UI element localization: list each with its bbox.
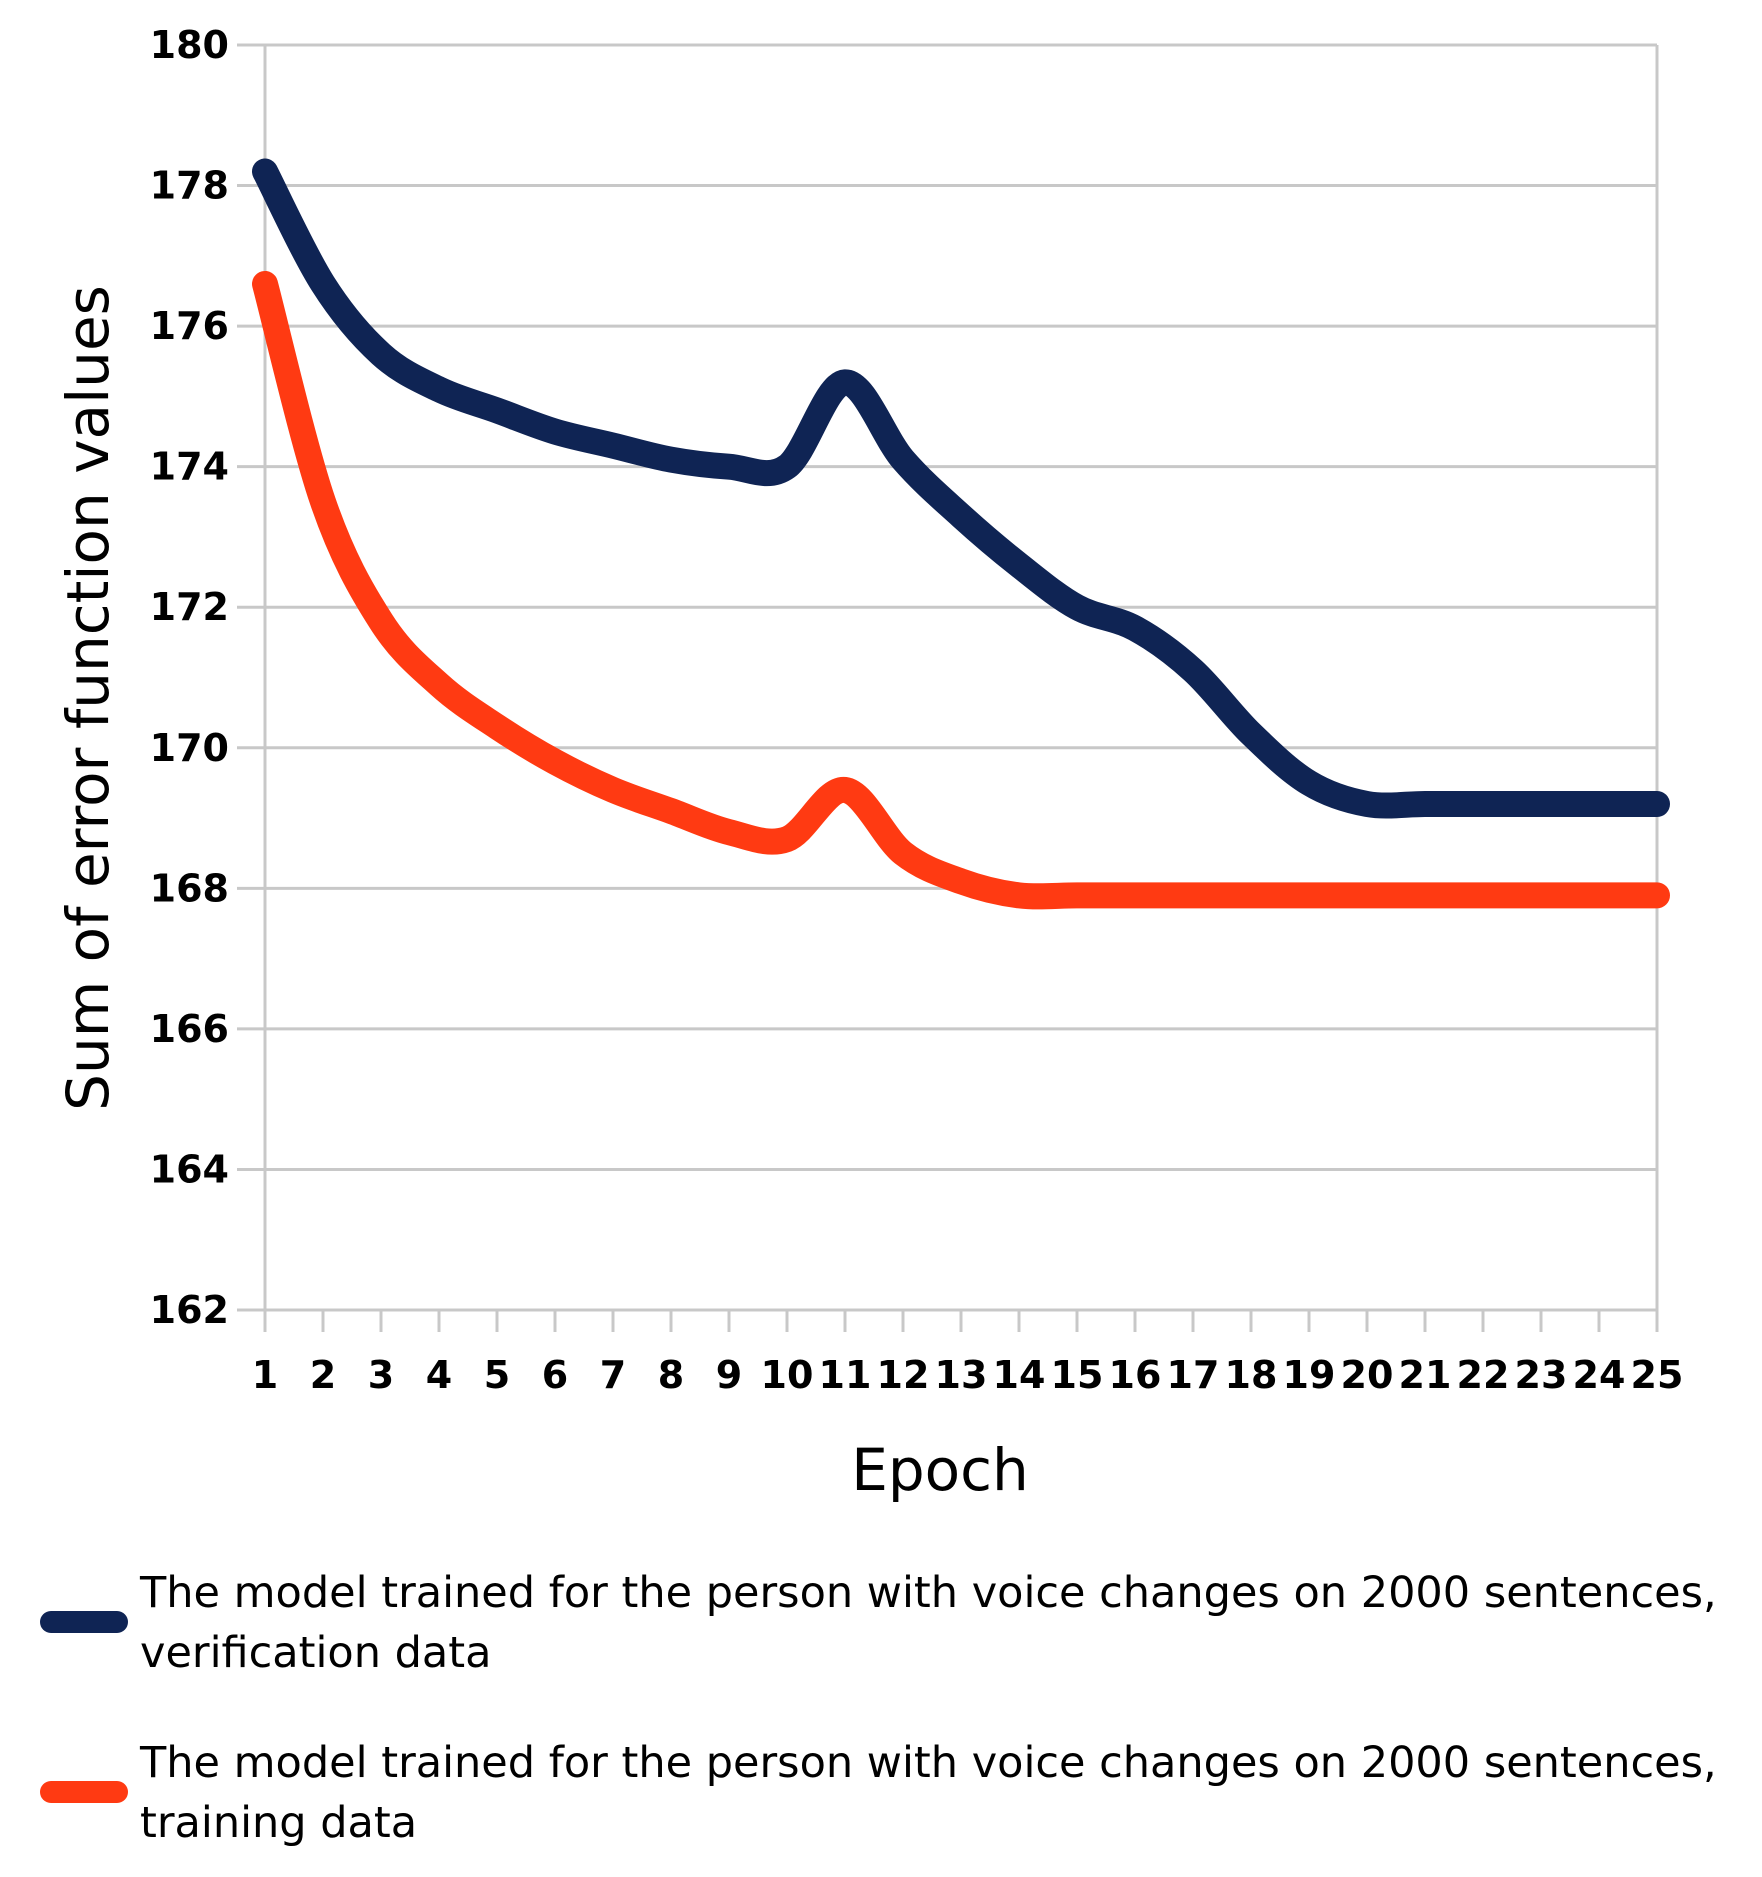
x-tick-label: 11 xyxy=(819,1353,872,1397)
y-tick-label: 178 xyxy=(150,164,229,208)
y-tick-label: 176 xyxy=(150,304,229,348)
axes xyxy=(263,45,1659,1332)
x-axis-title: Epoch xyxy=(851,1436,1029,1504)
x-tick-label: 6 xyxy=(542,1353,568,1397)
x-tick-label: 21 xyxy=(1399,1353,1452,1397)
x-tick-label: 2 xyxy=(310,1353,336,1397)
x-tick-label: 7 xyxy=(600,1353,626,1397)
legend-swatch-verification xyxy=(40,1611,128,1633)
legend-label-training-line2: training data xyxy=(140,1798,418,1848)
legend-swatch-training xyxy=(40,1781,128,1803)
x-tick-label: 25 xyxy=(1631,1353,1684,1397)
y-tick-label: 180 xyxy=(150,23,229,67)
x-tick-label: 16 xyxy=(1109,1353,1162,1397)
legend-label-training-line1: The model trained for the person with vo… xyxy=(140,1738,1717,1788)
x-tick-label: 3 xyxy=(368,1353,394,1397)
legend-label-verification: The model trained for the person with vo… xyxy=(140,1563,1750,1683)
x-tick-label: 23 xyxy=(1515,1353,1568,1397)
gridlines xyxy=(237,43,1657,1312)
y-tick-label: 162 xyxy=(150,1288,229,1332)
x-tick-label: 17 xyxy=(1167,1353,1220,1397)
legend-label-verification-line1: The model trained for the person with vo… xyxy=(140,1568,1717,1618)
x-tick-label: 5 xyxy=(484,1353,510,1397)
series-line-verification xyxy=(252,158,1670,819)
x-tick-label: 4 xyxy=(426,1353,452,1397)
y-tick-label: 166 xyxy=(150,1007,229,1051)
legend-item-training: The model trained for the person with vo… xyxy=(0,1725,1762,1875)
series-line-training xyxy=(252,270,1670,910)
x-tick-label: 9 xyxy=(716,1353,742,1397)
y-tick-label: 172 xyxy=(150,585,229,629)
x-tick-label: 24 xyxy=(1573,1353,1626,1397)
y-tick-label: 164 xyxy=(150,1147,229,1191)
x-tick-label: 18 xyxy=(1225,1353,1278,1397)
y-tick-label: 168 xyxy=(150,866,229,910)
y-tick-label: 174 xyxy=(150,445,229,489)
x-tick-label: 8 xyxy=(658,1353,684,1397)
y-axis-title: Sum of error function values xyxy=(54,285,122,1111)
x-tick-label: 15 xyxy=(1051,1353,1104,1397)
x-tick-label: 13 xyxy=(935,1353,988,1397)
x-tick-label: 20 xyxy=(1341,1353,1394,1397)
series-lines xyxy=(252,158,1670,910)
x-tick-label: 12 xyxy=(877,1353,930,1397)
legend-label-verification-line2: verification data xyxy=(140,1628,492,1678)
x-tick-label: 14 xyxy=(993,1353,1046,1397)
x-tick-label: 19 xyxy=(1283,1353,1336,1397)
legend-item-verification: The model trained for the person with vo… xyxy=(0,1555,1762,1705)
x-tick-label: 10 xyxy=(761,1353,814,1397)
legend-label-training: The model trained for the person with vo… xyxy=(140,1733,1750,1853)
x-tick-label: 1 xyxy=(252,1353,278,1397)
y-tick-label: 170 xyxy=(150,726,229,770)
x-tick-label: 22 xyxy=(1457,1353,1510,1397)
